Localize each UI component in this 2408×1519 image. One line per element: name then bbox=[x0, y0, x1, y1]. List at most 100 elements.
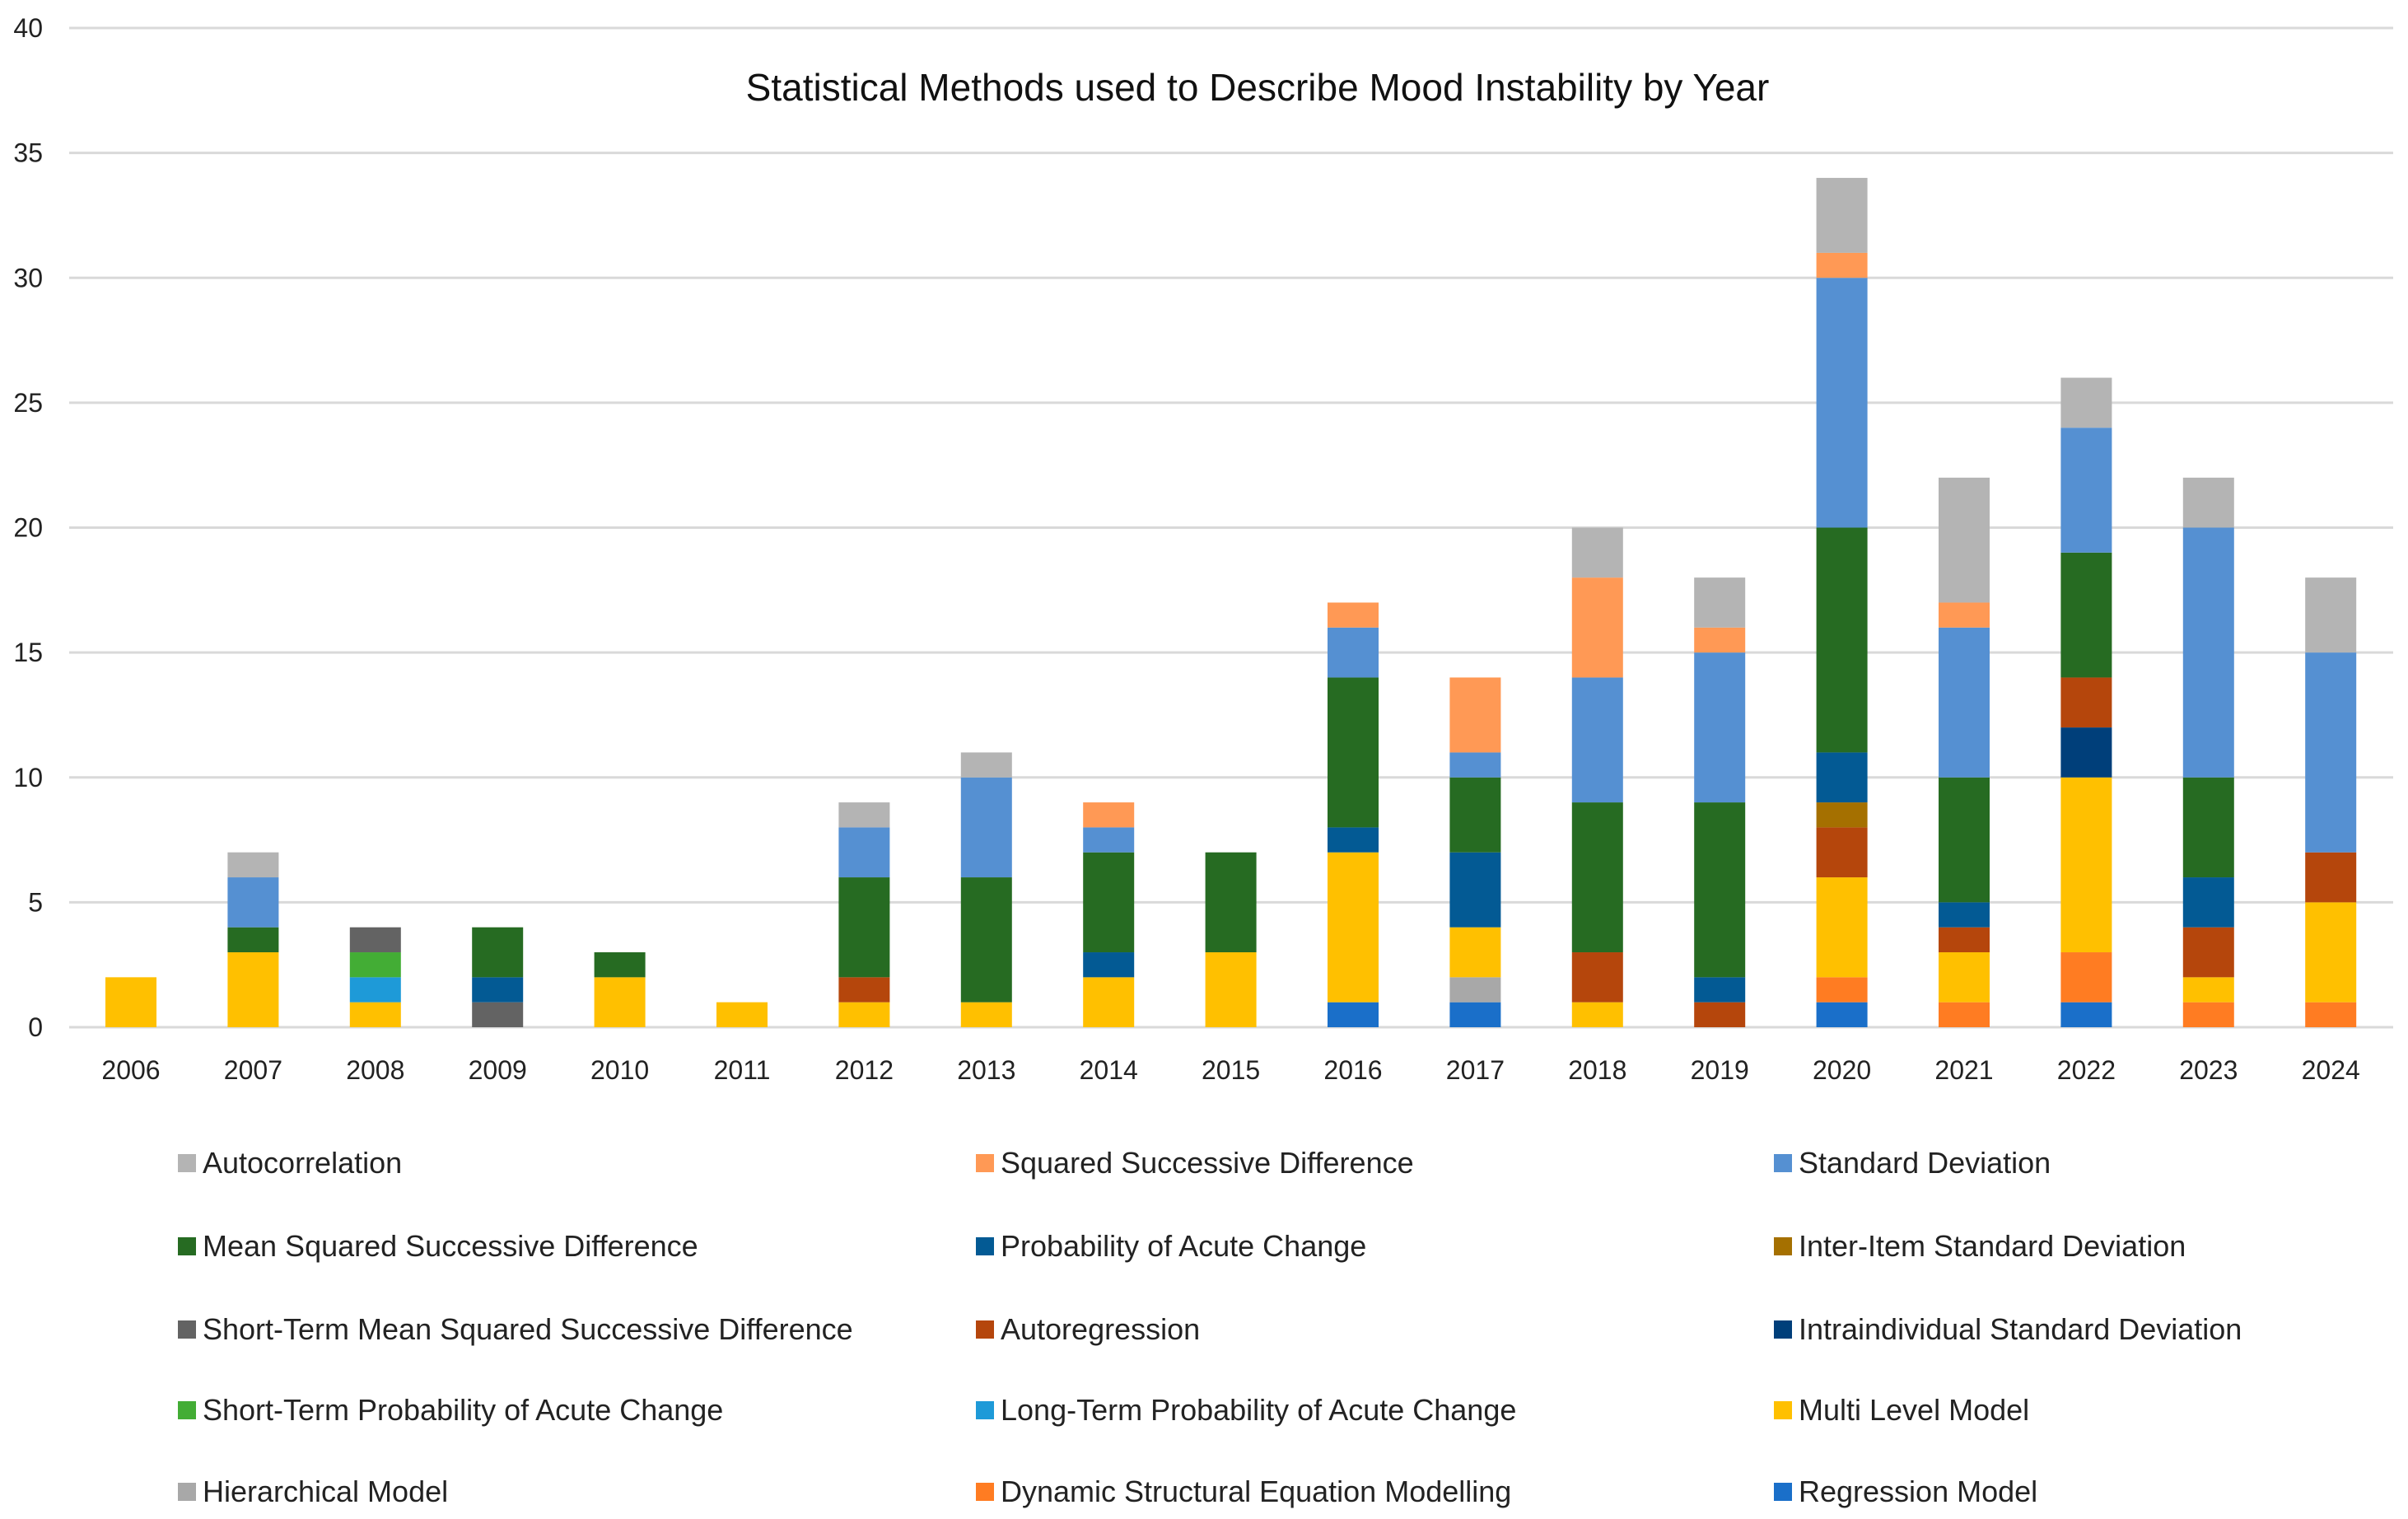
y-tick-label: 5 bbox=[28, 887, 43, 917]
bar-segment-squared-successive-difference bbox=[1328, 602, 1379, 628]
y-axis-ticks: 0 5 10 15 20 25 30 35 40 bbox=[13, 13, 43, 1042]
bar-segment-probability-of-acute-change bbox=[1083, 952, 1135, 978]
legend-swatch bbox=[178, 1401, 196, 1419]
bar-segment-standard-deviation bbox=[1694, 652, 1746, 803]
x-tick-label: 2015 bbox=[1202, 1055, 1260, 1085]
bar-segment-multi-level-model bbox=[1205, 952, 1257, 1027]
x-tick-label: 2009 bbox=[469, 1055, 527, 1085]
bar-segment-standard-deviation bbox=[838, 827, 890, 878]
x-tick-label: 2021 bbox=[1934, 1055, 1993, 1085]
legend-item: Autocorrelation bbox=[178, 1146, 402, 1180]
bar-segment-mean-squared-successive-difference bbox=[1816, 527, 1868, 753]
bar-segment-standard-deviation bbox=[2182, 527, 2234, 778]
x-tick-label: 2022 bbox=[2057, 1055, 2116, 1085]
bar-segment-mean-squared-successive-difference bbox=[838, 877, 890, 978]
bar-segment-autocorrelation bbox=[1816, 177, 1868, 253]
bar-segment-squared-successive-difference bbox=[1816, 252, 1868, 278]
chart-title: Statistical Methods used to Describe Moo… bbox=[746, 66, 1770, 109]
legend-swatch bbox=[1774, 1320, 1792, 1339]
bar-segment-autoregression bbox=[2182, 927, 2234, 978]
legend-item: Probability of Acute Change bbox=[976, 1229, 1366, 1263]
bar-segment-standard-deviation bbox=[1939, 627, 1990, 778]
bar-segment-multi-level-model bbox=[716, 1002, 768, 1027]
bar-segment-regression-model bbox=[1328, 1002, 1379, 1027]
legend-swatch bbox=[976, 1401, 994, 1419]
bar-segment-autocorrelation bbox=[1939, 477, 1990, 603]
bar-segment-autocorrelation bbox=[838, 802, 890, 828]
legend-label: Squared Successive Difference bbox=[1001, 1146, 1414, 1180]
legend-label: Long-Term Probability of Acute Change bbox=[1001, 1393, 1516, 1427]
legend-label: Standard Deviation bbox=[1799, 1146, 2051, 1180]
bar-segment-autocorrelation bbox=[960, 752, 1012, 778]
bar-segment-squared-successive-difference bbox=[1571, 577, 1623, 678]
bar-segment-mean-squared-successive-difference bbox=[2182, 777, 2234, 878]
bar-segment-dynamic-structural-equation-modelling bbox=[2182, 1002, 2234, 1027]
bar-segment-autoregression bbox=[1694, 1002, 1746, 1027]
x-tick-label: 2006 bbox=[101, 1055, 160, 1085]
x-tick-label: 2008 bbox=[346, 1055, 404, 1085]
bar-segment-multi-level-model bbox=[2182, 977, 2234, 1003]
bar-segment-regression-model bbox=[2060, 1002, 2112, 1027]
bar-segment-multi-level-model bbox=[594, 977, 646, 1027]
bar-segment-dynamic-structural-equation-modelling bbox=[1816, 977, 1868, 1003]
x-tick-label: 2024 bbox=[2302, 1055, 2360, 1085]
bar-segment-mean-squared-successive-difference bbox=[1083, 852, 1135, 953]
legend-label: Regression Model bbox=[1799, 1475, 2037, 1508]
legend-label: Intraindividual Standard Deviation bbox=[1799, 1312, 2242, 1346]
legend-item: Hierarchical Model bbox=[178, 1475, 448, 1508]
x-tick-label: 2012 bbox=[835, 1055, 894, 1085]
bar-segment-mean-squared-successive-difference bbox=[1694, 802, 1746, 978]
bar-segment-multi-level-model bbox=[2060, 777, 2112, 953]
bar-segment-probability-of-acute-change bbox=[472, 977, 524, 1003]
bar-segment-multi-level-model bbox=[1449, 927, 1501, 978]
bar-segment-dynamic-structural-equation-modelling bbox=[2060, 952, 2112, 1003]
bar-segment-squared-successive-difference bbox=[1939, 602, 1990, 628]
bar-segment-autoregression bbox=[1571, 952, 1623, 1003]
bar-segment-regression-model bbox=[1816, 1002, 1868, 1027]
bar-segment-intraindividual-standard-deviation bbox=[2060, 727, 2112, 778]
bar-segment-mean-squared-successive-difference bbox=[2060, 552, 2112, 678]
bar-segment-standard-deviation bbox=[1449, 752, 1501, 778]
legend-label: Multi Level Model bbox=[1799, 1393, 2029, 1427]
legend-item: Standard Deviation bbox=[1774, 1146, 2051, 1180]
legend-label: Inter-Item Standard Deviation bbox=[1799, 1229, 2186, 1263]
bar-segment-squared-successive-difference bbox=[1694, 627, 1746, 653]
bar-segment-multi-level-model bbox=[349, 1002, 401, 1027]
bar-segment-autoregression bbox=[1816, 827, 1868, 878]
legend-swatch bbox=[1774, 1483, 1792, 1501]
bar-segment-long-term-probability-of-acute-change bbox=[349, 977, 401, 1003]
x-tick-label: 2011 bbox=[714, 1055, 771, 1085]
bar-segment-multi-level-model bbox=[1328, 852, 1379, 1003]
bar-segment-mean-squared-successive-difference bbox=[1571, 802, 1623, 953]
bar-segment-mean-squared-successive-difference bbox=[1939, 777, 1990, 903]
bar-segment-multi-level-model bbox=[1939, 952, 1990, 1003]
x-tick-label: 2007 bbox=[224, 1055, 282, 1085]
y-tick-label: 15 bbox=[13, 638, 43, 667]
x-tick-label: 2020 bbox=[1813, 1055, 1871, 1085]
bar-segment-mean-squared-successive-difference bbox=[960, 877, 1012, 1003]
legend-label: Mean Squared Successive Difference bbox=[203, 1229, 698, 1263]
legend-swatch bbox=[178, 1320, 196, 1339]
legend-item: Long-Term Probability of Acute Change bbox=[976, 1393, 1516, 1427]
bar-segment-autoregression bbox=[2060, 677, 2112, 728]
y-tick-label: 25 bbox=[13, 388, 43, 418]
bar-segment-multi-level-model bbox=[1571, 1002, 1623, 1027]
bar-segment-multi-level-model bbox=[227, 952, 279, 1027]
bars bbox=[105, 177, 2357, 1027]
bar-segment-multi-level-model bbox=[1083, 977, 1135, 1027]
legend-swatch bbox=[976, 1320, 994, 1339]
bar-segment-standard-deviation bbox=[1083, 827, 1135, 853]
legend-swatch bbox=[976, 1237, 994, 1255]
bar-segment-autocorrelation bbox=[1571, 527, 1623, 578]
bar-segment-hierarchical-model bbox=[1449, 977, 1501, 1003]
bar-segment-regression-model bbox=[1449, 1002, 1501, 1027]
bar-segment-probability-of-acute-change bbox=[1939, 902, 1990, 928]
bar-segment-short-term-mean-squared-successive-difference bbox=[472, 1002, 524, 1027]
y-tick-label: 35 bbox=[13, 138, 43, 168]
legend-swatch bbox=[1774, 1237, 1792, 1255]
x-tick-label: 2013 bbox=[957, 1055, 1015, 1085]
x-tick-label: 2010 bbox=[590, 1055, 649, 1085]
legend-swatch bbox=[976, 1154, 994, 1172]
legend-label: Hierarchical Model bbox=[203, 1475, 448, 1508]
